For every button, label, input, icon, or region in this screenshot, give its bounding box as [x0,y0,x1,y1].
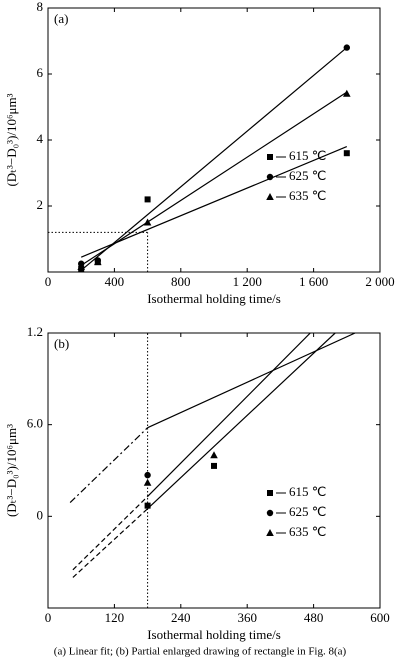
fit-line [69,427,149,504]
y-tick-label: 0 [37,507,44,522]
marker-square [343,150,350,157]
marker-square [144,502,151,509]
y-tick-label: 6 [37,65,44,80]
legend-label: 635 ℃ [289,524,326,539]
y-tick-label: 2 [37,197,44,212]
x-tick-label: 800 [171,274,191,289]
y-tick-label: 4 [37,131,44,146]
legend-label: 615 ℃ [289,148,326,163]
y-axis-label: (Dₜ³−D₀³)/10⁶μm³ [4,93,19,186]
marker-circle [343,44,350,51]
marker-triangle [94,258,102,266]
x-tick-label: 2 000 [365,274,394,289]
legend-marker [267,490,273,496]
x-tick-label: 480 [304,610,324,625]
x-tick-label: 0 [45,274,52,289]
fit-line [72,508,149,578]
marker-square [144,196,151,203]
marker-triangle [210,451,218,459]
fit-line [147,333,336,510]
x-tick-label: 1 600 [299,274,328,289]
panel-label: (b) [54,336,69,351]
legend-label: 615 ℃ [289,484,326,499]
marker-triangle [77,263,85,271]
y-tick-label: 8 [37,0,44,14]
marker-triangle [343,89,351,97]
y-tick-label: 1.2 [27,324,43,339]
x-tick-label: 1 200 [233,274,262,289]
fit-line [147,333,311,497]
x-tick-label: 360 [237,610,257,625]
legend-label: 625 ℃ [289,168,326,183]
y-axis-label: (Dₜ³−D₀³)/10⁶μm³ [4,424,19,517]
fit-line [80,146,348,258]
x-tick-label: 0 [45,610,52,625]
fit-line [80,47,348,271]
legend-marker [266,509,274,517]
legend-marker [266,193,274,200]
caption: (a) Linear fit; (b) Partial enlarged dra… [54,646,347,658]
legend-marker [266,529,274,536]
x-tick-label: 600 [370,610,390,625]
fit-line [147,333,356,429]
y-tick-label: 6.0 [27,416,43,431]
panel-label: (a) [54,11,68,26]
x-tick-label: 400 [105,274,125,289]
legend-label: 635 ℃ [289,188,326,203]
legend-marker [267,154,273,160]
fit-line [80,91,348,266]
marker-triangle [143,478,152,486]
plot-frame [47,332,381,609]
x-axis-label: Isothermal holding time/s [147,291,281,306]
legend-label: 625 ℃ [289,504,326,519]
x-tick-label: 120 [105,610,125,625]
legend-marker [266,173,274,181]
x-tick-label: 240 [171,610,191,625]
fit-line [72,496,149,571]
marker-triangle [143,218,152,226]
marker-square [211,462,217,469]
marker-circle [144,471,151,479]
x-axis-label: Isothermal holding time/s [147,627,281,642]
